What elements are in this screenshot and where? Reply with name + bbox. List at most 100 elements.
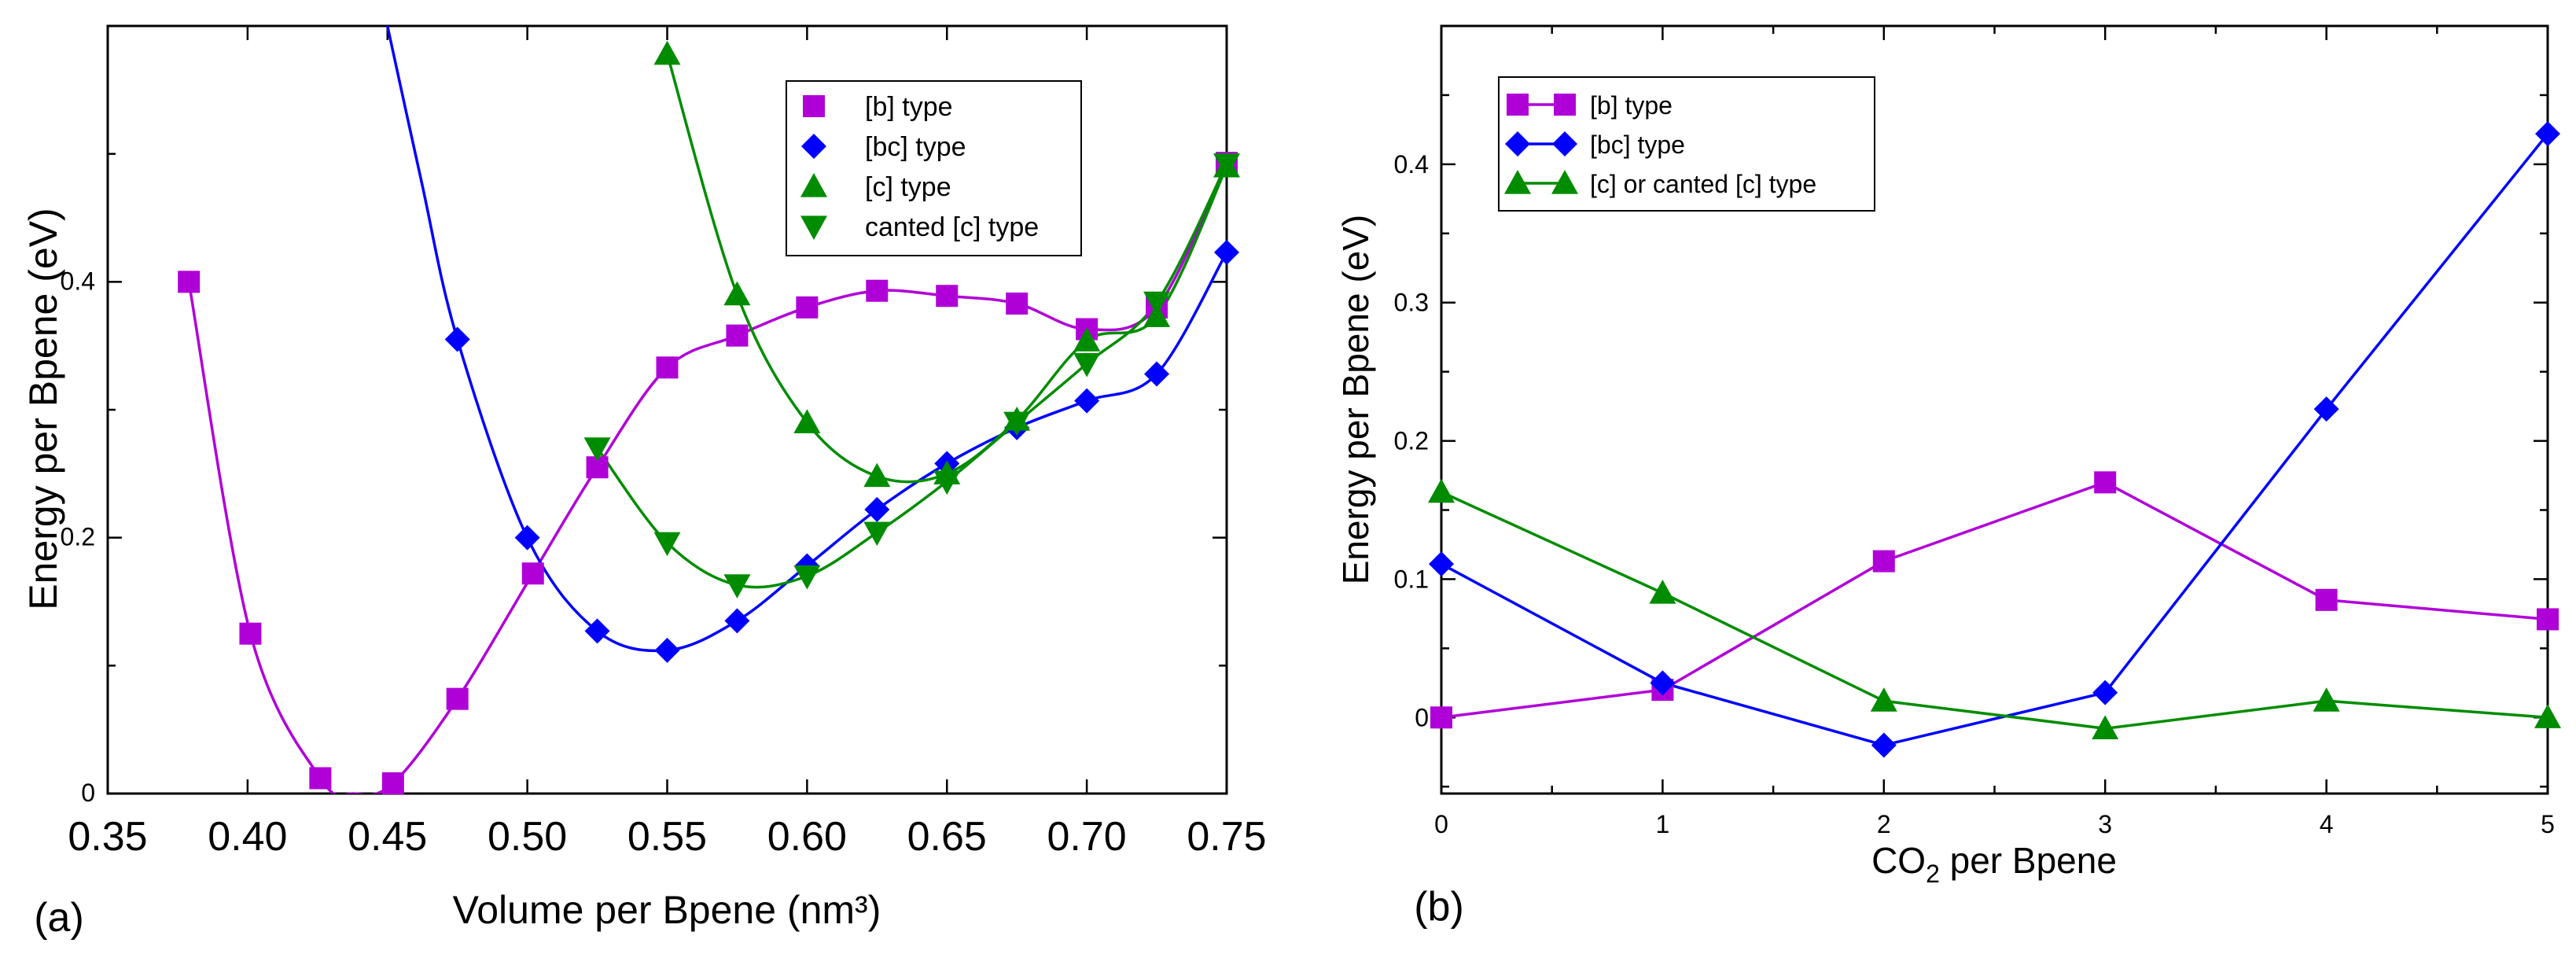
legend-a: [b] type [bc] type [c] type canted [c] type <box>786 80 1082 256</box>
x-tick-label-a: 0.60 <box>767 814 847 860</box>
legend-marker-c-or-canted-c-type <box>1551 170 1578 194</box>
point-b-type <box>178 271 201 293</box>
ticks-b <box>1440 24 2549 794</box>
point-b-type <box>1430 706 1452 729</box>
legend-label-bc-type: [bc] type <box>865 132 966 162</box>
point-canted-c-type <box>1143 291 1171 316</box>
x-tick-label-a: 0.55 <box>627 814 707 860</box>
point-b-type <box>1006 292 1029 315</box>
line-c-or-canted-c-type <box>1441 491 2548 731</box>
point-canted-c-type <box>583 437 611 462</box>
panel-a: 0.35 0.40 0.45 0.50 0.55 0.60 0.65 0.70 0.75 0 0.… <box>21 24 1267 941</box>
point-c-type <box>863 462 891 488</box>
point-c-type <box>793 409 821 433</box>
legend-marker-b-type <box>803 95 825 117</box>
point-bc-type <box>1214 239 1239 265</box>
x-tick-label-a: 0.35 <box>68 814 147 860</box>
point-canted-c-type <box>1073 352 1101 378</box>
line-b-type <box>1441 481 2548 720</box>
legend-label-c-or-canted-c-type: [c] or canted [c] type <box>1590 170 1816 198</box>
point-canted-c-type <box>1003 411 1031 436</box>
panel-label-a: (a) <box>34 895 84 941</box>
x-tick-label-b: 4 <box>2320 810 2334 838</box>
legend-marker-b-type <box>1507 94 1529 116</box>
x-tick-label-a: 0.65 <box>907 814 987 860</box>
x-axis-label-b: CO2 per Bpene <box>1871 840 2117 888</box>
point-canted-c-type <box>863 521 891 547</box>
x-tick-label-a: 0.75 <box>1187 814 1266 860</box>
point-b-type <box>239 622 262 645</box>
point-c-type <box>1073 327 1101 352</box>
point-b-type <box>1872 550 1895 573</box>
point-canted-c-type <box>793 565 821 590</box>
legend-marker-b-type <box>1554 94 1576 116</box>
curve-b-type <box>187 162 1227 794</box>
points-b <box>1428 121 2561 758</box>
point-c-or-canted-c-type <box>2313 687 2340 712</box>
point-c-or-canted-c-type <box>1649 580 1676 604</box>
x-axis-label-b-main: CO <box>1871 840 1926 881</box>
legend-b: [b] type [bc] type [c] or canted [c] type <box>1498 76 1875 212</box>
point-c-type <box>723 281 751 306</box>
point-bc-type <box>2535 121 2560 147</box>
point-bc-type <box>2313 396 2339 422</box>
x-tick-label-a: 0.40 <box>208 814 287 860</box>
point-b-type <box>446 687 469 710</box>
x-axis-label-a: Volume per Bpene (nm³) <box>453 888 881 932</box>
y-tick-label-b: 0 <box>1415 703 1429 731</box>
x-tick-label-a: 0.45 <box>348 814 427 860</box>
point-bc-type <box>514 525 540 551</box>
x-tick-label-b: 5 <box>2541 810 2555 838</box>
point-b-type <box>521 562 544 585</box>
legend-label-c-type: [c] type <box>865 172 951 202</box>
point-bc-type <box>1871 732 1897 758</box>
x-axis-label-b-rest: per Bpene <box>1940 840 2117 881</box>
line-bc-type <box>1441 133 2548 747</box>
y-tick-label-a: 0.2 <box>61 523 95 551</box>
x-tick-labels-b: 0 1 2 3 4 5 <box>1434 810 2555 838</box>
y-tick-label-a: 0 <box>81 779 95 807</box>
point-b-type <box>796 296 819 319</box>
point-b-type <box>2537 608 2559 631</box>
points-a <box>178 40 1240 794</box>
point-b-type <box>2315 588 2338 611</box>
x-tick-label-a: 0.70 <box>1047 814 1127 860</box>
point-c-type <box>653 40 681 65</box>
x-tick-label-b: 0 <box>1434 810 1448 838</box>
legend-label-b-type: [b] type <box>865 92 953 122</box>
point-canted-c-type <box>653 532 681 557</box>
y-tick-label-b: 0.4 <box>1394 150 1429 179</box>
point-b-type <box>726 324 749 347</box>
point-bc-type <box>444 326 470 352</box>
y-tick-label-b: 0.1 <box>1394 565 1429 593</box>
legend-label-b-type: [b] type <box>1590 91 1673 120</box>
y-axis-label-b: Energy per Bpene (eV) <box>1335 215 1376 585</box>
point-bc-type <box>1429 551 1454 577</box>
x-tick-labels-a: 0.35 0.40 0.45 0.50 0.55 0.60 0.65 0.70 0.75 <box>68 814 1266 860</box>
point-canted-c-type <box>1213 153 1240 178</box>
point-canted-c-type <box>933 470 961 495</box>
point-bc-type <box>2092 680 2118 705</box>
y-tick-label-a: 0.4 <box>61 267 95 295</box>
point-bc-type <box>1650 670 1676 696</box>
point-b-type <box>866 279 889 302</box>
y-axis-label-a: Energy per Bpene (eV) <box>21 208 65 610</box>
lines-b <box>1441 133 2548 747</box>
point-bc-type <box>724 608 750 634</box>
x-tick-label-b: 2 <box>1877 810 1891 838</box>
legend-marker-bc-type <box>1552 131 1577 157</box>
point-b-type <box>656 356 679 379</box>
point-b-type <box>936 285 959 308</box>
legend-marker-canted-c-type <box>800 215 827 240</box>
legend-box-a <box>786 80 1082 256</box>
ticks-a <box>106 24 1228 795</box>
x-axis-label-b-sub: 2 <box>1926 860 1940 888</box>
point-b-type <box>309 767 332 790</box>
point-b-type <box>2094 471 2117 494</box>
x-tick-label-b: 1 <box>1656 810 1670 838</box>
point-b-type <box>381 772 404 794</box>
x-tick-label-a: 0.50 <box>488 814 567 860</box>
point-bc-type <box>584 618 610 644</box>
point-bc-type <box>1074 388 1100 414</box>
